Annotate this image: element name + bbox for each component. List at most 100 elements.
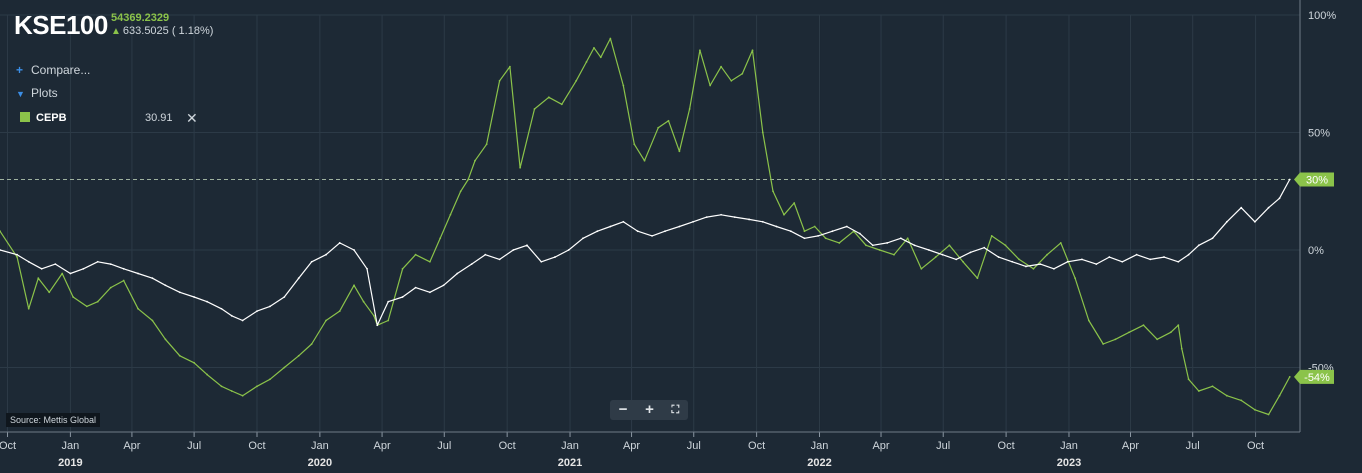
current-price: 54369.2329 [111, 12, 170, 24]
compare-label: Compare... [31, 63, 91, 77]
data-point-cepb [122, 279, 125, 282]
data-point-cepb [793, 202, 796, 204]
x-tick-label: Oct [499, 440, 516, 452]
data-point-kse100 [151, 277, 154, 280]
data-point-cepb [310, 343, 313, 345]
data-point-cepb [948, 244, 951, 247]
data-point-kse100 [817, 235, 820, 237]
x-tick-label: Oct [998, 440, 1015, 452]
data-point-cepb [609, 37, 612, 40]
x-tick-label: Jul [187, 440, 201, 452]
data-point-cepb [220, 385, 223, 388]
data-point-kse100 [1288, 178, 1291, 181]
data-point-kse100 [1011, 260, 1014, 263]
y-tick-label: 0% [1308, 245, 1324, 257]
data-point-kse100 [927, 249, 930, 251]
data-point-kse100 [1053, 267, 1055, 270]
x-tick-label: Jul [936, 440, 950, 452]
data-point-cepb [1187, 378, 1190, 381]
data-point-cepb [976, 277, 979, 280]
data-point-kse100 [1163, 256, 1165, 258]
zoom-in-button[interactable]: + [645, 401, 654, 418]
data-point-cepb [678, 150, 681, 153]
data-point-cepb [519, 166, 522, 169]
data-point-cepb [498, 79, 501, 82]
data-point-cepb [751, 49, 754, 52]
data-point-kse100 [122, 267, 125, 270]
data-point-cepb [1177, 324, 1180, 327]
data-point-cepb [720, 65, 722, 68]
data-point-cepb [362, 300, 365, 303]
compare-button[interactable]: + Compare... [16, 63, 90, 77]
data-point-cepb [151, 319, 154, 322]
data-point-cepb [599, 56, 602, 59]
data-point-kse100 [748, 218, 751, 221]
price-change-value: 633.5025 ( 1.18%) [122, 25, 214, 37]
chart-plot-area [0, 37, 1291, 416]
expand-icon[interactable]: ⛶ [671, 404, 680, 416]
data-point-cepb [688, 108, 691, 110]
x-tick-label: Jan [1060, 440, 1078, 452]
zoom-controls: − + ⛶ [610, 400, 688, 420]
data-point-kse100 [886, 242, 889, 244]
data-point-cepb [429, 260, 431, 263]
legend-swatch [20, 112, 30, 122]
data-point-kse100 [1211, 237, 1214, 240]
data-point-cepb [1102, 343, 1105, 345]
data-point-cepb [109, 286, 112, 289]
year-label: 2023 [1057, 457, 1081, 469]
data-point-kse100 [429, 291, 431, 294]
badge-kse-text: -54% [1304, 372, 1330, 384]
data-point-kse100 [1267, 206, 1270, 209]
data-point-cepb [783, 213, 785, 216]
data-point-cepb [920, 267, 923, 270]
badge-cepb-text: 30% [1306, 175, 1328, 187]
data-point-cepb [1267, 413, 1270, 416]
data-point-cepb [1169, 331, 1172, 334]
data-point-cepb [1074, 277, 1077, 280]
data-point-cepb [622, 84, 625, 87]
series-line-kse100 [0, 179, 1291, 326]
data-point-kse100 [651, 235, 653, 237]
data-point-kse100 [401, 296, 404, 298]
data-point-kse100 [206, 300, 208, 303]
data-point-kse100 [137, 272, 139, 275]
x-tick-label: Apr [872, 440, 889, 452]
data-point-kse100 [376, 324, 379, 327]
data-point-kse100 [1135, 253, 1138, 256]
data-point-cepb [372, 314, 375, 317]
data-point-cepb [256, 385, 258, 388]
data-point-kse100 [109, 263, 112, 265]
data-point-cepb [838, 242, 841, 244]
plots-dropdown[interactable]: ▼ Plots [16, 86, 58, 100]
data-point-kse100 [283, 296, 286, 298]
data-point-cepb [730, 79, 733, 82]
plots-label: Plots [31, 86, 58, 100]
price-change: ▲ 633.5025 ( 1.18%) [111, 25, 213, 37]
data-point-kse100 [969, 251, 972, 254]
data-point-cepb [585, 61, 588, 63]
data-point-cepb [414, 253, 417, 256]
data-point-kse100 [297, 277, 300, 280]
data-point-cepb [698, 49, 701, 52]
data-point-kse100 [470, 263, 473, 265]
data-point-kse100 [997, 256, 1000, 258]
data-point-cepb [633, 143, 636, 146]
data-point-cepb [1032, 267, 1035, 270]
data-point-cepb [1278, 394, 1281, 397]
data-point-kse100 [96, 260, 99, 263]
data-point-cepb [85, 305, 88, 308]
data-point-kse100 [456, 272, 459, 275]
data-point-kse100 [983, 246, 986, 249]
data-point-cepb [533, 108, 536, 110]
data-point-cepb [1156, 338, 1159, 341]
close-icon[interactable]: ✕ [186, 110, 198, 126]
data-point-cepb [206, 373, 208, 376]
data-point-cepb [906, 237, 909, 240]
data-point-kse100 [0, 249, 1, 251]
zoom-out-button[interactable]: − [618, 401, 628, 418]
data-point-kse100 [636, 230, 639, 233]
x-tick-label: Oct [748, 440, 765, 452]
x-tick-label: Apr [1122, 440, 1139, 452]
